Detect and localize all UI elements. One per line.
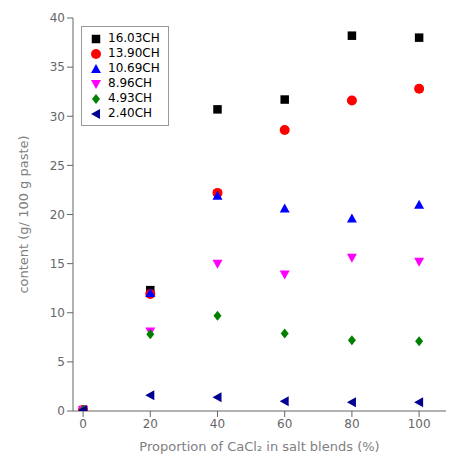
svg-text:15: 15 bbox=[50, 257, 65, 271]
html-text:16.03CH: 16.03CH bbox=[108, 31, 160, 45]
svg-text:content (g/ 100 g paste): content (g/ 100 g paste) bbox=[16, 135, 31, 293]
svg-text:20: 20 bbox=[50, 208, 65, 222]
svg-text:5: 5 bbox=[57, 355, 65, 369]
svg-text:60: 60 bbox=[277, 417, 292, 431]
svg-text:40: 40 bbox=[50, 11, 65, 25]
svg-text:25: 25 bbox=[50, 159, 65, 173]
html-text:2.40CH: 2.40CH bbox=[108, 106, 153, 120]
svg-text:0: 0 bbox=[57, 404, 65, 418]
svg-text:80: 80 bbox=[344, 417, 359, 431]
svg-text:Proportion of CaCl₂ in salt bl: Proportion of CaCl₂ in salt blends (%) bbox=[139, 439, 379, 454]
html-text:13.90CH: 13.90CH bbox=[108, 46, 160, 60]
svg-text:10: 10 bbox=[50, 306, 65, 320]
svg-text:35: 35 bbox=[50, 60, 65, 74]
svg-text:20: 20 bbox=[143, 417, 158, 431]
svg-text:30: 30 bbox=[50, 110, 65, 124]
html-text:10.69CH: 10.69CH bbox=[108, 61, 160, 75]
svg-text:40: 40 bbox=[210, 417, 225, 431]
svg-text:0: 0 bbox=[79, 417, 87, 431]
svg-text:100: 100 bbox=[408, 417, 431, 431]
html-text:8.96CH: 8.96CH bbox=[108, 76, 153, 90]
html-text:4.93CH: 4.93CH bbox=[108, 91, 153, 105]
